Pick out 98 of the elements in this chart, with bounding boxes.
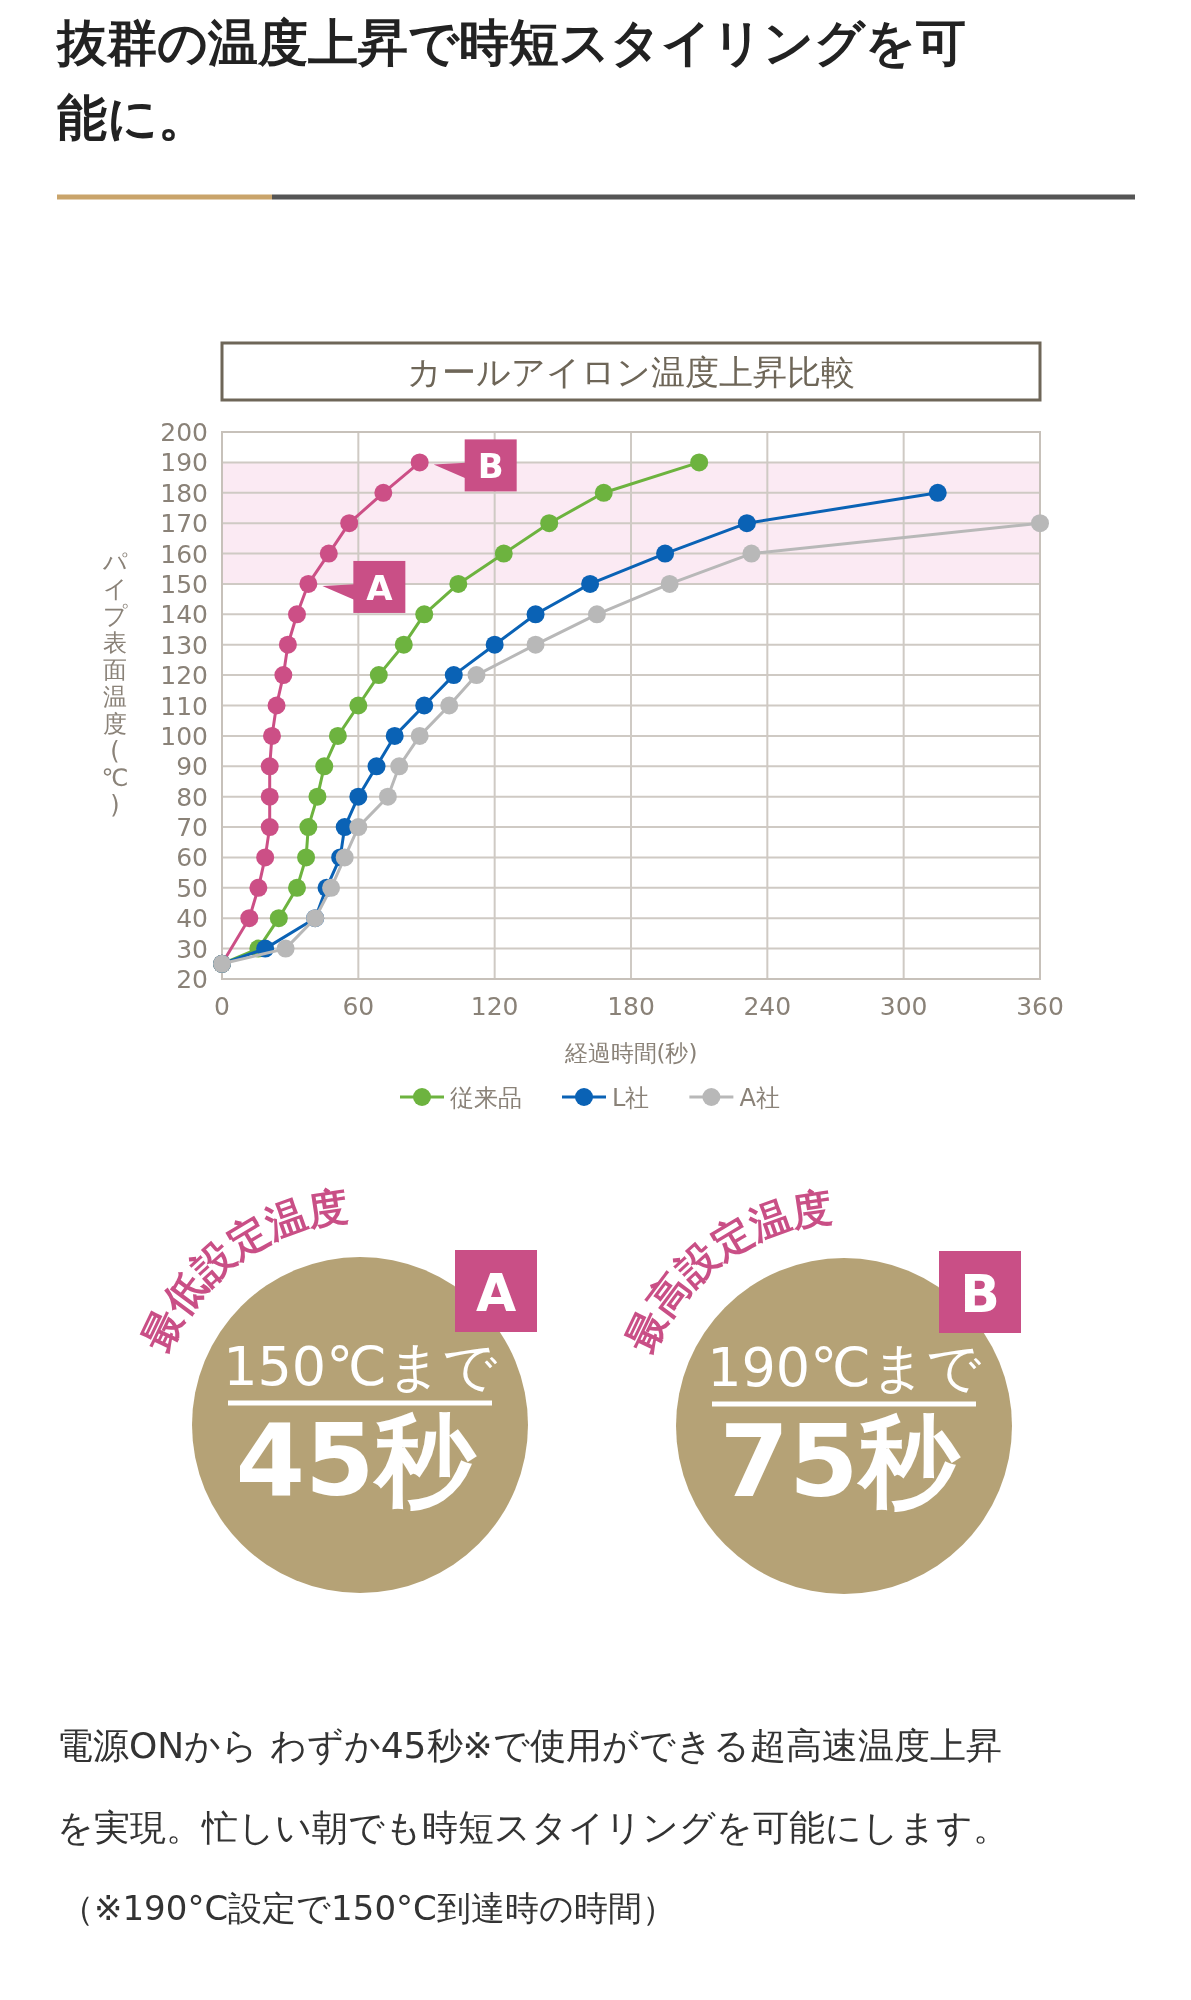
point bbox=[240, 909, 259, 928]
point bbox=[335, 848, 354, 867]
y-tick-label: 30 bbox=[176, 934, 208, 964]
point bbox=[349, 696, 368, 715]
point bbox=[587, 605, 606, 624]
point bbox=[378, 787, 397, 806]
y-tick-label: 170 bbox=[160, 509, 208, 539]
point bbox=[390, 757, 409, 776]
point bbox=[467, 666, 486, 685]
y-tick-label: 100 bbox=[160, 721, 208, 751]
point bbox=[660, 574, 679, 593]
point bbox=[385, 726, 404, 745]
x-tick-label: 0 bbox=[214, 992, 230, 1021]
y-tick-label: 160 bbox=[160, 539, 208, 569]
point bbox=[690, 453, 709, 472]
legend-label: A社 bbox=[739, 1084, 780, 1112]
y-tick-label: 20 bbox=[176, 965, 208, 994]
point bbox=[328, 726, 347, 745]
text: 電源ONから わずか45秒※で使用ができる超高速温度上昇を実現。忙しい朝でも時短スタイリングを可能にします。 bbox=[57, 1725, 1009, 1848]
point bbox=[322, 878, 341, 897]
point bbox=[415, 696, 434, 715]
point bbox=[349, 787, 368, 806]
point bbox=[267, 696, 286, 715]
legend-label: L社 bbox=[612, 1084, 650, 1112]
point bbox=[299, 574, 318, 593]
point bbox=[410, 726, 429, 745]
text: 45秒 bbox=[235, 1402, 477, 1519]
x-tick-label: 180 bbox=[607, 992, 655, 1021]
x-axis-title: 経過時間(秒) bbox=[563, 1040, 698, 1066]
chart-title: カールアイロン温度上昇比較 bbox=[407, 352, 855, 392]
point bbox=[394, 635, 413, 654]
y-tick-label: 60 bbox=[176, 843, 208, 873]
point bbox=[260, 787, 279, 806]
point bbox=[742, 544, 761, 563]
point bbox=[315, 757, 334, 776]
point bbox=[444, 666, 463, 685]
point bbox=[656, 544, 675, 563]
point bbox=[340, 514, 359, 533]
y-tick-label: 80 bbox=[176, 782, 208, 812]
point bbox=[308, 787, 327, 806]
y-tick-label: 110 bbox=[160, 691, 208, 721]
point bbox=[494, 544, 513, 563]
point bbox=[415, 605, 434, 624]
point bbox=[274, 666, 293, 685]
y-tick-label: 150 bbox=[160, 569, 208, 599]
point bbox=[278, 635, 297, 654]
point bbox=[410, 453, 429, 472]
point bbox=[297, 848, 316, 867]
point bbox=[928, 483, 947, 502]
annotation: A bbox=[366, 567, 394, 608]
text: （※190°C設定で150°C到達時の時間） bbox=[60, 1888, 676, 1928]
point bbox=[262, 726, 281, 745]
y-tick-label: 130 bbox=[160, 630, 208, 660]
point bbox=[260, 757, 279, 776]
point bbox=[1031, 514, 1049, 533]
x-tick-label: 120 bbox=[470, 992, 519, 1021]
text: A bbox=[475, 1263, 517, 1323]
x-tick-label: 240 bbox=[743, 992, 792, 1021]
point bbox=[260, 818, 279, 837]
point bbox=[526, 635, 545, 654]
y-tick-label: 90 bbox=[176, 752, 208, 782]
point bbox=[287, 605, 306, 624]
y-tick-label: 120 bbox=[160, 661, 208, 691]
text: パイプ表面温度(℃) bbox=[101, 548, 129, 819]
x-tick-label: 300 bbox=[879, 992, 928, 1021]
x-tick-label: 60 bbox=[342, 992, 375, 1021]
point bbox=[287, 878, 306, 897]
x-tick-label: 360 bbox=[1016, 992, 1064, 1021]
point bbox=[367, 757, 386, 776]
text: B bbox=[960, 1264, 1000, 1324]
point bbox=[319, 544, 338, 563]
text: 抜群の温度上昇で時短スタイリングを可能に。 bbox=[55, 14, 966, 147]
point bbox=[594, 483, 613, 502]
point bbox=[581, 574, 600, 593]
point bbox=[485, 635, 504, 654]
point bbox=[440, 696, 459, 715]
point bbox=[349, 818, 368, 837]
point bbox=[276, 939, 295, 958]
text: 75秒 bbox=[719, 1403, 961, 1520]
point bbox=[256, 848, 275, 867]
y-tick-label: 40 bbox=[176, 904, 208, 934]
y-tick-label: 180 bbox=[160, 478, 208, 508]
point bbox=[737, 514, 756, 533]
point bbox=[526, 605, 545, 624]
point bbox=[374, 483, 393, 502]
y-tick-label: 70 bbox=[176, 813, 208, 843]
y-tick-label: 200 bbox=[160, 418, 208, 447]
point bbox=[540, 514, 559, 533]
y-tick-label: 190 bbox=[160, 448, 208, 478]
point bbox=[269, 909, 288, 928]
point bbox=[369, 666, 388, 685]
y-tick-label: 140 bbox=[160, 600, 208, 630]
point bbox=[449, 574, 468, 593]
y-tick-label: 50 bbox=[176, 873, 208, 903]
annotation: B bbox=[477, 446, 504, 487]
point bbox=[249, 878, 268, 897]
point bbox=[299, 818, 318, 837]
legend-label: 従来品 bbox=[450, 1084, 522, 1112]
